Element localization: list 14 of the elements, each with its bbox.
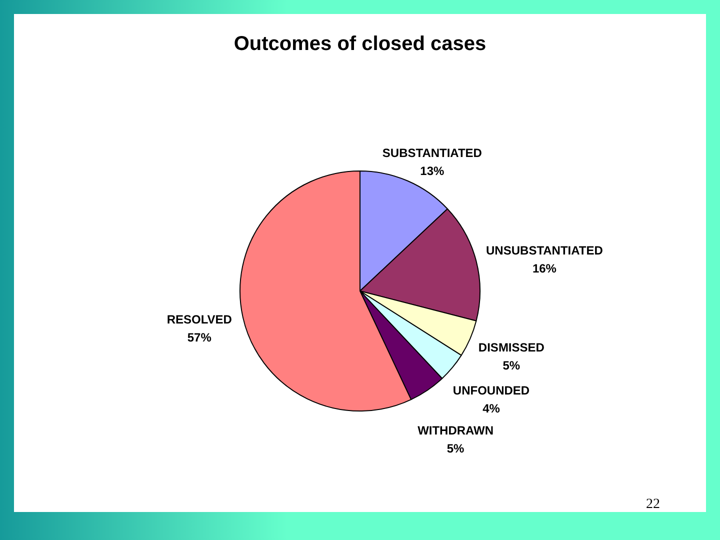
slice-label: UNSUBSTANTIATED [486,244,604,258]
slice-label: RESOLVED [166,312,232,326]
text: 22 [646,497,660,512]
data-label: 16% [532,262,557,276]
slice-label: SUBSTANTIATED [382,146,482,160]
data-label: 57% [187,330,212,344]
slice-label: UNFOUNDED [452,383,530,398]
data-label: 13% [420,164,445,178]
slice-label: WITHDRAWN [418,423,494,438]
chart-title: Outcomes of closed cases [234,33,486,55]
data-label: 4% [482,401,500,416]
data-label: 5% [502,358,520,372]
slice-label: DISMISSED [478,340,545,354]
data-label: 5% [446,441,465,456]
